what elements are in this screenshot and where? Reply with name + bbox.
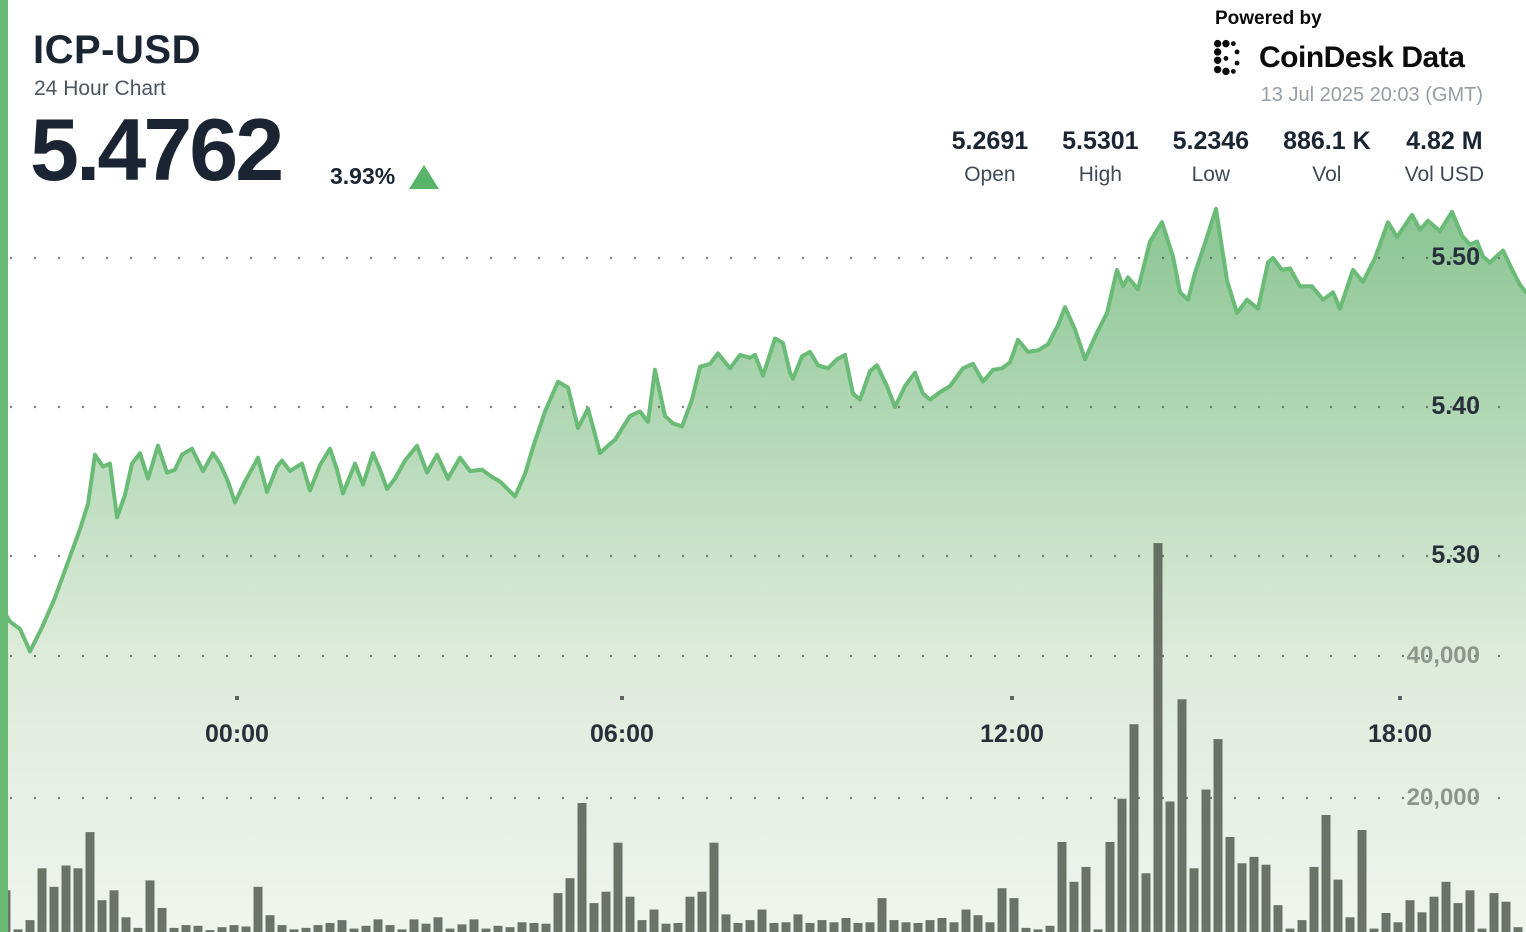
stat-value: 5.2691 xyxy=(951,127,1029,155)
x-axis-tick-dots xyxy=(235,696,1402,700)
stat-value: 886.1 K xyxy=(1283,127,1371,155)
x-axis-time-label: 06:00 xyxy=(590,720,654,748)
branding-block: Powered by CoinDesk Data 13 Jul 2025 20:0… xyxy=(1213,8,1483,107)
stat-low: 5.2346 Low xyxy=(1173,127,1249,187)
y-axis-price-label: 5.50 xyxy=(1431,243,1480,271)
price-area-fill xyxy=(0,208,1526,932)
y-axis-volume-label: 20,000 xyxy=(1406,784,1480,811)
x-axis-time-label: 00:00 xyxy=(205,720,269,748)
stat-label: Vol USD xyxy=(1404,163,1484,186)
x-axis-time-label: 18:00 xyxy=(1368,720,1432,748)
stat-high: 5.5301 High xyxy=(1062,127,1138,187)
stat-open: 5.2691 Open xyxy=(952,127,1028,187)
stat-label: High xyxy=(1078,163,1122,186)
ohlc-stats-row: 5.2691 Open 5.5301 High 5.2346 Low 886.1 K Vol 4… xyxy=(952,127,1484,187)
stat-value: 4.82 M xyxy=(1406,127,1483,155)
coindesk-data-logo[interactable]: CoinDesk Data xyxy=(1213,39,1465,76)
stat-value: 5.2346 xyxy=(1172,127,1250,155)
stat-value: 5.5301 xyxy=(1062,127,1139,155)
coindesk-dots-icon xyxy=(1213,39,1240,76)
stat-label: Low xyxy=(1191,163,1231,186)
y-axis-price-label: 5.40 xyxy=(1431,392,1480,420)
y-axis-price-label: 5.30 xyxy=(1431,541,1480,569)
change-percent: 3.93% xyxy=(330,163,396,189)
y-axis-volume-label: 40,000 xyxy=(1406,642,1480,669)
chart-subtitle: 24 Hour Chart xyxy=(34,77,166,100)
volume-bars xyxy=(1,543,1523,932)
up-arrow-icon xyxy=(409,164,440,189)
x-axis-time-label: 12:00 xyxy=(980,720,1044,748)
stat-vol-usd: 4.82 M Vol USD xyxy=(1405,127,1484,187)
stat-label: Open xyxy=(964,163,1016,186)
price-change: 3.93% xyxy=(330,163,440,190)
coindesk-data-wordmark: CoinDesk Data xyxy=(1259,40,1465,74)
symbol-title: ICP-USD xyxy=(33,28,201,72)
powered-by-label: Powered by xyxy=(1215,8,1322,29)
timestamp: 13 Jul 2025 20:03 (GMT) xyxy=(1260,84,1483,106)
current-price: 5.4762 xyxy=(30,100,284,199)
price-line xyxy=(0,206,1526,654)
left-accent-bar xyxy=(0,0,8,932)
stat-vol: 886.1 K Vol xyxy=(1283,127,1371,187)
stat-label: Vol xyxy=(1312,163,1342,186)
